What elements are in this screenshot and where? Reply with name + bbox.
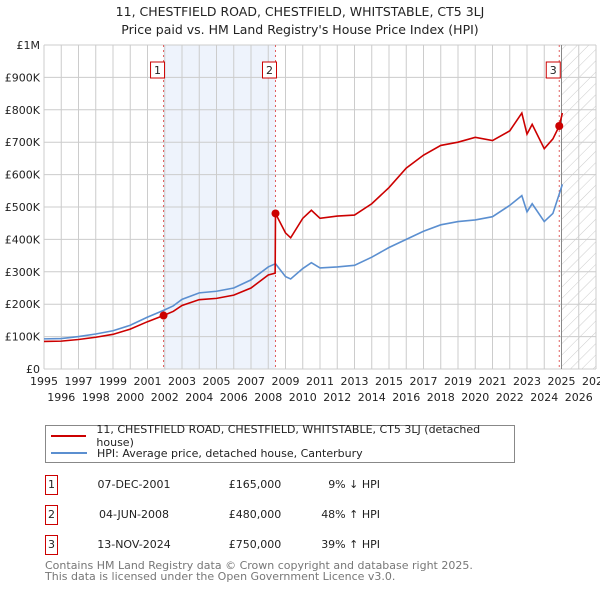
x-tick-label: 2016 <box>392 391 420 404</box>
sale-label: 3 <box>550 64 557 77</box>
x-tick-label: 1997 <box>65 375 93 388</box>
y-tick-label: £800K <box>5 104 41 117</box>
x-tick-label: 2002 <box>151 391 179 404</box>
x-tick-label: 2013 <box>341 375 369 388</box>
x-tick-label: 2023 <box>513 375 541 388</box>
transaction-date: 07-DEC-2001 <box>97 478 171 491</box>
chart-title: 11, CHESTFIELD ROAD, CHESTFIELD, WHITSTA… <box>115 4 485 19</box>
transaction-price: £165,000 <box>228 478 282 491</box>
transaction-number: 2 <box>45 505 58 525</box>
x-tick-label: 2017 <box>410 375 438 388</box>
x-tick-label: 2019 <box>444 375 472 388</box>
x-tick-label: 2027 <box>582 375 600 388</box>
x-tick-label: 2022 <box>496 391 524 404</box>
sale-point <box>271 209 280 218</box>
hpi-line <box>43 184 564 340</box>
x-tick-label: 2005 <box>203 375 231 388</box>
y-tick-label: £900K <box>5 71 41 84</box>
transaction-hpi: 9% ↓ HPI <box>328 478 380 491</box>
x-tick-label: 2025 <box>548 375 576 388</box>
x-tick-label: 2004 <box>185 391 213 404</box>
chart-subtitle: Price paid vs. HM Land Registry's House … <box>121 22 479 37</box>
x-tick-label: 2020 <box>461 391 489 404</box>
sale-point <box>555 122 564 130</box>
footer: Contains HM Land Registry data © Crown c… <box>45 560 473 582</box>
transaction-number: 1 <box>45 475 58 495</box>
x-tick-label: 2000 <box>116 391 144 404</box>
x-tick-label: 1995 <box>30 375 58 388</box>
y-tick-label: £0 <box>26 363 40 376</box>
x-tick-label: 2014 <box>358 391 386 404</box>
sale-point <box>159 311 168 320</box>
transaction-date: 04-JUN-2008 <box>98 508 170 521</box>
x-tick-label: 2009 <box>272 375 300 388</box>
x-tick-label: 2006 <box>220 391 248 404</box>
sale-label-box <box>150 61 166 79</box>
x-tick-label: 2003 <box>168 375 196 388</box>
price-chart: 1995 1996 1997 1998 1999 2000 2001 2002 2003 2004… <box>5 39 600 404</box>
price-paid-line <box>43 111 564 343</box>
sale-label: 2 <box>266 64 273 77</box>
transaction-date: 13-NOV-2024 <box>97 538 171 551</box>
x-tick-label: 2008 <box>254 391 282 404</box>
legend-swatch-red <box>51 435 87 437</box>
x-tick-label: 2026 <box>565 391 593 404</box>
y-tick-label: £500K <box>5 201 41 214</box>
x-tick-label: 1998 <box>82 391 110 404</box>
x-tick-label: 1996 <box>47 391 75 404</box>
transaction-number: 3 <box>45 535 58 555</box>
legend-item-property: 11, CHESTFIELD ROAD, CHESTFIELD, WHITSTA… <box>46 423 514 449</box>
x-tick-label: 2011 <box>306 375 334 388</box>
x-tick-label: 2001 <box>134 375 162 388</box>
y-tick-label: £1M <box>17 39 41 52</box>
legend: 11, CHESTFIELD ROAD, CHESTFIELD, WHITSTA… <box>45 423 515 463</box>
y-tick-label: £600K <box>5 169 41 182</box>
transaction-hpi: 48% ↑ HPI <box>321 508 380 521</box>
legend-label: 11, CHESTFIELD ROAD, CHESTFIELD, WHITSTA… <box>96 423 481 449</box>
y-tick-label: £700K <box>5 136 41 149</box>
y-tick-label: £100K <box>5 331 41 344</box>
transaction-hpi: 39% ↑ HPI <box>321 538 380 551</box>
footer-line: This data is licensed under the Open Gov… <box>45 570 396 583</box>
x-tick-label: 2007 <box>237 375 265 388</box>
footer-line: Contains HM Land Registry data © Crown c… <box>45 559 473 572</box>
transaction-price: £480,000 <box>228 508 282 521</box>
legend-item-hpi: HPI: Average price, detached house, Cant… <box>46 445 363 461</box>
sale-label-box <box>545 61 561 79</box>
x-tick-label: 1999 <box>99 375 127 388</box>
legend-swatch-blue <box>51 452 87 454</box>
x-tick-label: 2024 <box>530 391 558 404</box>
x-tick-label: 2015 <box>375 375 403 388</box>
y-tick-label: £300K <box>5 266 41 279</box>
x-tick-label: 2012 <box>323 391 351 404</box>
sale-label-box <box>261 61 277 79</box>
x-tick-label: 2018 <box>427 391 455 404</box>
x-tick-label: 2010 <box>289 391 317 404</box>
y-tick-label: £400K <box>5 233 41 246</box>
transaction-price: £750,000 <box>228 538 282 551</box>
sale-label: 1 <box>154 64 161 77</box>
y-tick-label: £200K <box>5 298 41 311</box>
legend-label: HPI: Average price, detached house, Cant… <box>97 446 363 460</box>
x-tick-label: 2021 <box>479 375 507 388</box>
